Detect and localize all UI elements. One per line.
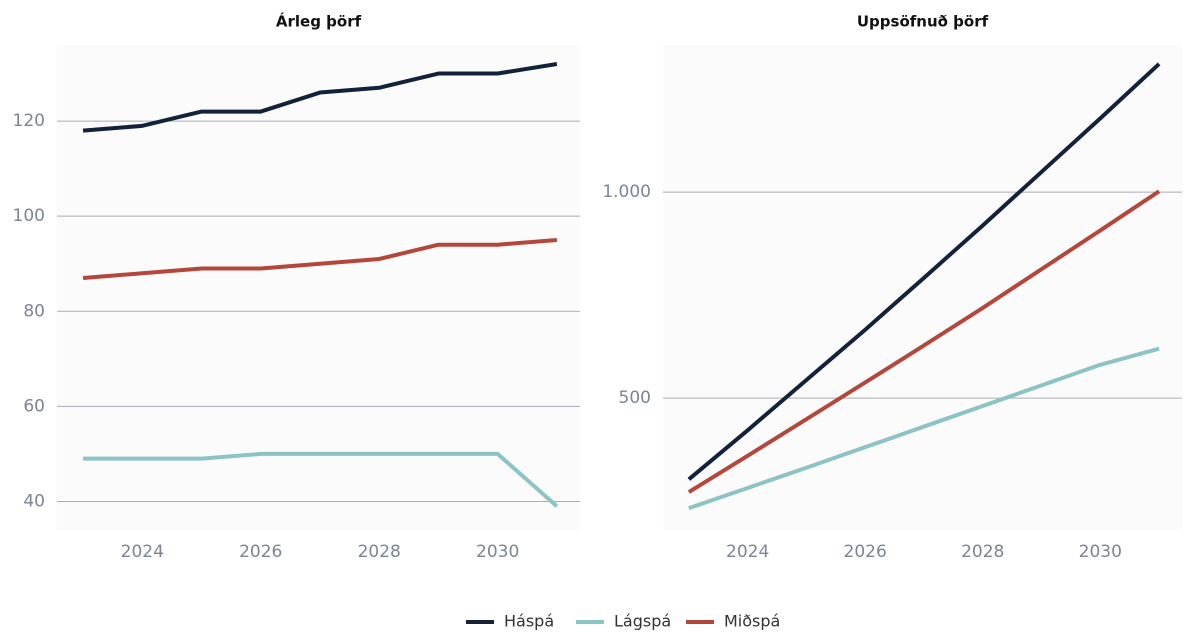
series-line	[82, 62, 558, 133]
series-line	[687, 62, 1161, 481]
x-tick-label: 2026	[844, 542, 887, 562]
series-line	[83, 451, 559, 508]
chart-title: Árleg þörf	[276, 12, 362, 31]
y-tick-label: 80	[23, 301, 45, 321]
x-tick-label: 2028	[358, 542, 401, 562]
legend-label: Miðspá	[724, 612, 780, 631]
series-line	[82, 237, 558, 280]
x-tick-label: 2024	[726, 542, 769, 562]
x-tick-label: 2030	[476, 542, 519, 562]
chart-title: Uppsöfnuð þörf	[857, 13, 989, 31]
legend-label: Háspá	[504, 612, 554, 631]
y-tick-label: 40	[23, 491, 45, 511]
y-tick-label: 100	[13, 206, 45, 226]
x-tick-label: 2030	[1079, 542, 1122, 562]
x-tick-label: 2028	[961, 542, 1004, 562]
y-tick-label: 60	[23, 396, 45, 416]
y-tick-label: 1.000	[602, 182, 651, 202]
series-line	[688, 346, 1160, 511]
x-tick-label: 2026	[239, 542, 282, 562]
plot-area	[663, 45, 1182, 530]
x-tick-label: 2024	[121, 542, 164, 562]
y-tick-label: 120	[13, 111, 45, 131]
legend-label: Lágspá	[614, 612, 671, 631]
y-tick-label: 500	[619, 388, 651, 408]
series-line	[687, 189, 1161, 494]
